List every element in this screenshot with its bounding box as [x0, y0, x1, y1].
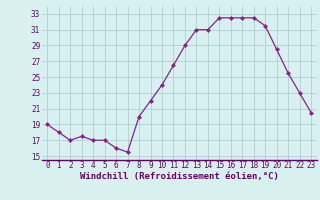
X-axis label: Windchill (Refroidissement éolien,°C): Windchill (Refroidissement éolien,°C) [80, 172, 279, 181]
